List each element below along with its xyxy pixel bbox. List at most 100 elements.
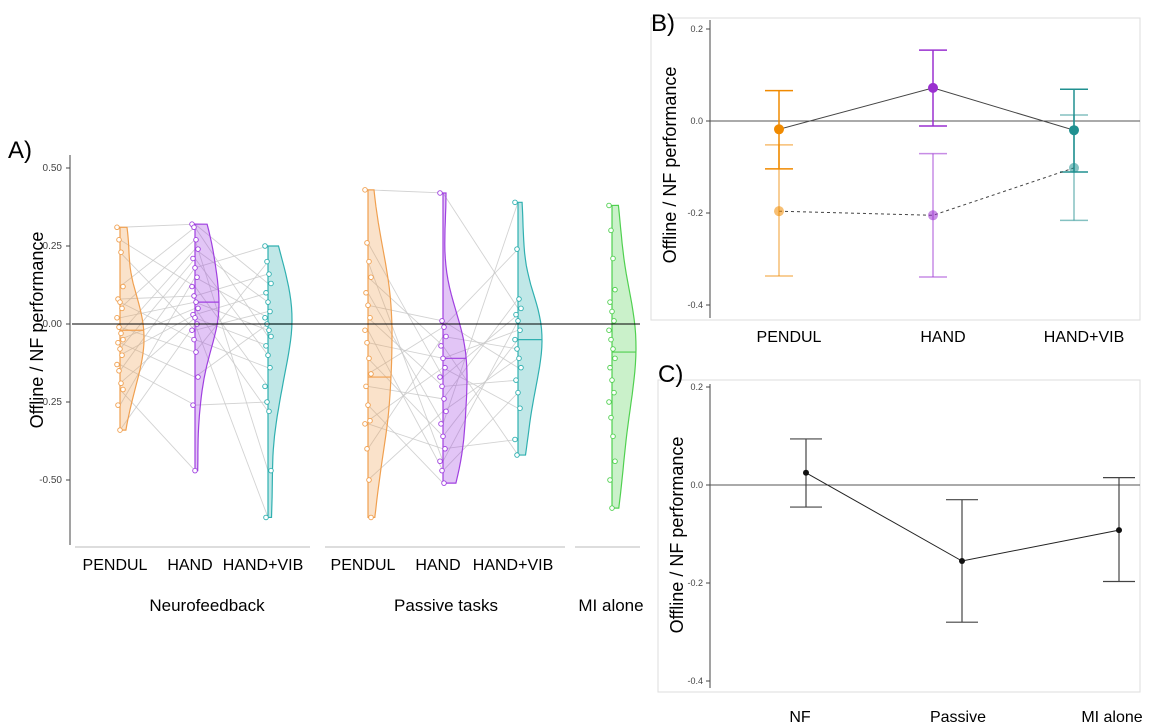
data-point [368, 514, 374, 521]
data-point [606, 202, 612, 209]
connecting-line [194, 276, 269, 319]
connecting-line [194, 239, 269, 471]
data-point [443, 333, 449, 340]
connecting-line [119, 364, 196, 406]
connecting-line [119, 239, 196, 309]
data-point [266, 408, 272, 415]
data-point [264, 399, 270, 405]
connecting-line [119, 317, 196, 384]
violin-half [611, 204, 637, 509]
connecting-line [194, 401, 269, 406]
data-point [608, 336, 614, 343]
connecting-line [367, 292, 444, 425]
data-point [441, 396, 447, 402]
mean-point [928, 82, 938, 93]
panel-b-frame [650, 17, 1141, 321]
connecting-line [442, 339, 519, 437]
data-point [120, 386, 126, 393]
data-point [116, 324, 122, 330]
data-point [517, 405, 523, 411]
connecting-line [442, 298, 519, 400]
data-point [193, 237, 199, 243]
category-label: HAND+VIB [473, 557, 553, 574]
data-point [611, 318, 617, 324]
data-point [364, 339, 370, 346]
connecting-line [194, 323, 269, 378]
violin-half [119, 226, 145, 431]
data-point [515, 389, 521, 396]
connecting-line [194, 308, 269, 412]
data-point [612, 458, 618, 465]
data-point [265, 299, 271, 305]
connecting-line [119, 258, 196, 350]
data-point [609, 505, 615, 511]
data-point [195, 305, 201, 312]
panel-c-y-tick-label: -0.2 [687, 578, 703, 588]
data-point [364, 446, 370, 452]
connecting-line [194, 317, 269, 347]
data-point [612, 355, 618, 362]
data-point [514, 246, 520, 252]
data-point [439, 467, 445, 474]
connecting-line [119, 301, 196, 319]
category-label: HAND [167, 557, 212, 574]
data-point [368, 371, 374, 377]
connecting-line [194, 227, 269, 337]
data-point [518, 364, 524, 371]
data-point [118, 330, 124, 337]
connecting-line [778, 87, 1075, 131]
connecting-line [442, 392, 519, 471]
data-point [610, 433, 616, 440]
connecting-line [194, 301, 269, 331]
connecting-line [442, 438, 519, 450]
connecting-line [367, 336, 444, 450]
connecting-line [194, 273, 269, 297]
panel-b-x-tick-label: HAND+VIB [1044, 329, 1124, 346]
connecting-line [119, 267, 196, 372]
connecting-line [367, 326, 444, 375]
data-point [189, 327, 195, 333]
data-point [368, 274, 374, 280]
data-point [362, 187, 368, 193]
data-point [117, 299, 123, 305]
data-point [190, 255, 196, 262]
data-point [118, 380, 124, 387]
data-point [367, 417, 373, 424]
panel-a-y-tick-label: -0.50 [39, 475, 62, 486]
data-point [609, 308, 615, 315]
data-point [610, 255, 616, 262]
data-point [607, 299, 613, 305]
panel-a-y-tick-label: 0.25 [43, 241, 63, 252]
mean-point [774, 124, 784, 135]
panel-a-y-tick-label: -0.25 [39, 397, 62, 408]
data-point [439, 318, 445, 324]
data-point [607, 364, 613, 371]
data-point [514, 452, 520, 458]
data-point [512, 436, 518, 443]
connecting-line [442, 345, 519, 456]
connecting-line [194, 223, 269, 284]
mean-point [774, 206, 784, 217]
panel-b-x-tick-label: PENDUL [757, 329, 822, 346]
data-point [514, 346, 520, 352]
connecting-line [194, 323, 269, 518]
connecting-line [442, 248, 519, 328]
data-point [115, 339, 121, 346]
data-point [608, 414, 614, 421]
data-point [192, 467, 198, 474]
connecting-line [119, 295, 196, 300]
data-point [363, 383, 369, 390]
data-point [437, 458, 443, 465]
connecting-line [367, 367, 444, 422]
panel-c-frame [657, 379, 1141, 693]
panel-c-x-tick-label: NF [789, 709, 811, 726]
data-point [612, 286, 618, 293]
panel-b-y-tick-label: 0.2 [690, 24, 703, 34]
data-point [194, 274, 200, 280]
data-point [264, 258, 270, 265]
data-point [513, 377, 519, 383]
connecting-line [442, 329, 519, 359]
data-point [362, 421, 368, 427]
data-point [365, 302, 371, 309]
